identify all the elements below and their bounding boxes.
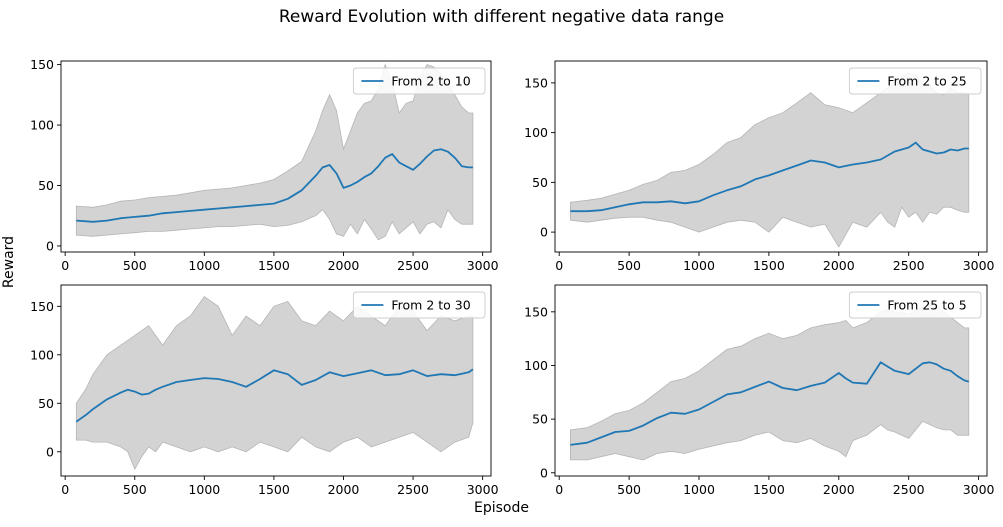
- subplot-1: 0 500 1000 1500 2000 2500 3000 0 50 100 150 From 2 …: [30, 57, 498, 273]
- x-tick-label: 1500: [753, 258, 785, 273]
- legend: From 2 to 10: [352, 67, 486, 95]
- figure-x-axis-label: Episode: [474, 500, 529, 516]
- y-tick-label: 0: [46, 238, 54, 253]
- axes-frame: [554, 284, 988, 477]
- y-tick-label: 50: [38, 178, 54, 193]
- x-tick-label: 0: [61, 482, 69, 497]
- series-line: [75, 368, 474, 423]
- y-tick-label: 0: [540, 225, 548, 240]
- x-tick-label: 1500: [753, 482, 785, 497]
- legend-box: [848, 67, 982, 95]
- x-tick-label: 500: [123, 482, 147, 497]
- y-tick-label: 0: [540, 465, 548, 480]
- legend-label: From 2 to 10: [391, 74, 470, 89]
- axes-frame: [554, 60, 988, 253]
- x-tick-label: 0: [555, 258, 563, 273]
- x-tick-label: 500: [617, 482, 641, 497]
- x-tick-label: 2500: [893, 482, 925, 497]
- std-band: [75, 63, 474, 241]
- y-tick-label: 50: [532, 175, 548, 190]
- series-line: [570, 361, 970, 446]
- y-tick-label: 150: [524, 75, 548, 90]
- y-tick-label: 100: [524, 125, 548, 140]
- legend-label: From 2 to 25: [887, 74, 966, 89]
- legend-label: From 2 to 30: [391, 298, 470, 313]
- y-tick-label: 150: [30, 299, 54, 314]
- x-tick-label: 3000: [963, 482, 995, 497]
- x-tick-label: 2000: [823, 482, 855, 497]
- y-tick-label: 100: [30, 118, 54, 133]
- x-tick-label: 500: [617, 258, 641, 273]
- y-tick-label: 150: [524, 304, 548, 319]
- x-tick-label: 1000: [683, 258, 715, 273]
- x-tick-label: 2000: [328, 258, 360, 273]
- legend: From 2 to 25: [848, 67, 982, 95]
- y-tick-label: 100: [30, 347, 54, 362]
- legend: From 25 to 5: [848, 291, 982, 319]
- x-tick-label: 2500: [893, 258, 925, 273]
- x-tick-label: 3000: [467, 258, 499, 273]
- legend: From 2 to 30: [352, 291, 486, 319]
- x-tick-label: 2500: [397, 258, 429, 273]
- y-tick-label: 0: [46, 444, 54, 459]
- x-tick-label: 1000: [683, 482, 715, 497]
- legend-box: [848, 291, 982, 319]
- y-tick-label: 50: [38, 396, 54, 411]
- series-line: [76, 148, 473, 223]
- figure-title: Reward Evolution with different negative…: [278, 7, 725, 27]
- y-tick-label: 150: [30, 57, 54, 72]
- subplot-4: 0 500 1000 1500 2000 2500 3000 0 50 100 150 From 25…: [524, 284, 995, 497]
- x-tick-label: 0: [61, 258, 69, 273]
- y-tick-label: 50: [532, 412, 548, 427]
- x-tick-label: 2500: [397, 482, 429, 497]
- x-tick-label: 3000: [467, 482, 499, 497]
- legend-box: [352, 67, 486, 95]
- std-band: [75, 296, 474, 471]
- x-tick-label: 1500: [258, 258, 290, 273]
- axes-frame: [60, 284, 492, 477]
- x-tick-label: 1000: [188, 482, 220, 497]
- x-tick-label: 2000: [328, 482, 360, 497]
- x-tick-label: 3000: [963, 258, 995, 273]
- legend-label: From 25 to 5: [887, 298, 966, 313]
- subplot-3: 0 500 1000 1500 2000 2500 3000 0 50 100 150 From 2 …: [30, 284, 499, 497]
- x-tick-label: 500: [123, 258, 147, 273]
- x-tick-label: 1500: [258, 482, 290, 497]
- y-tick-label: 100: [524, 358, 548, 373]
- x-tick-label: 0: [555, 482, 563, 497]
- axes-frame: [60, 60, 492, 253]
- std-band: [570, 72, 970, 248]
- subplot-2: 0 500 1000 1500 2000 2500 3000 0 50 100 150 From 2 …: [524, 60, 995, 273]
- x-tick-label: 2000: [823, 258, 855, 273]
- legend-box: [352, 291, 486, 319]
- series-line: [570, 141, 969, 213]
- x-tick-label: 1000: [188, 258, 220, 273]
